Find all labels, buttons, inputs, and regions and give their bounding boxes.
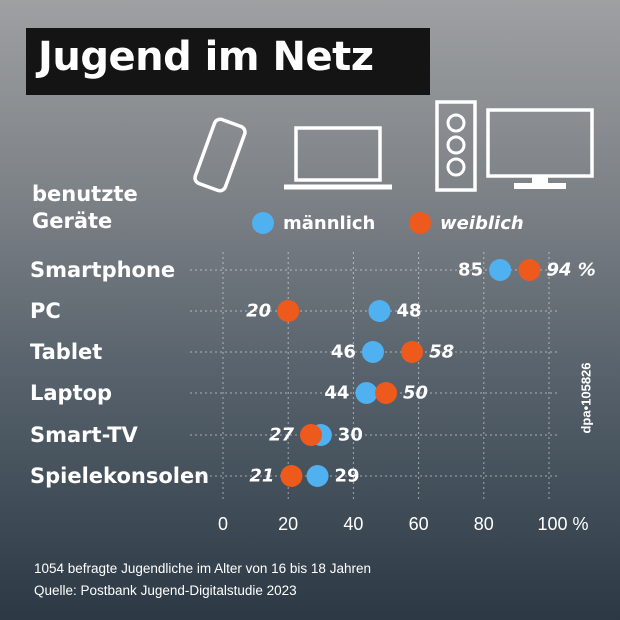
value-label: 46 (330, 341, 356, 363)
category-label: Laptop (30, 381, 113, 405)
value-label: 29 (334, 465, 360, 487)
credit: dpa•105826 (578, 362, 594, 434)
legend-female-label: weiblich (440, 213, 524, 234)
category-label: Smartphone (30, 258, 176, 282)
value-label: 48 (396, 300, 422, 322)
male-dot (489, 259, 512, 281)
female-dot (375, 382, 397, 404)
x-tick-label: 60 (408, 514, 429, 534)
x-tick-label: 40 (343, 514, 364, 534)
value-label: 30 (337, 424, 363, 446)
legend-female-swatch (409, 212, 431, 234)
category-label: Tablet (30, 340, 103, 364)
female-dot (280, 465, 303, 487)
x-tick-label: 0 (217, 514, 229, 534)
x-tick-label: 100 % (537, 514, 589, 534)
legend-male-label: männlich (283, 213, 376, 234)
male-dot (368, 300, 391, 322)
devices-label-line2: Geräte (32, 209, 113, 233)
male-dot (306, 465, 329, 487)
male-dot (361, 341, 384, 363)
footnote: 1054 befragte Jugendliche im Alter von 1… (34, 561, 371, 576)
value-label: 58 (429, 341, 455, 363)
value-label: 94 % (546, 259, 596, 281)
title-background (26, 28, 430, 95)
value-label: 85 (458, 259, 484, 281)
source-note: Quelle: Postbank Jugend-Digitalstudie 20… (34, 583, 297, 598)
category-label: PC (30, 299, 61, 323)
x-tick-label: 80 (473, 514, 494, 534)
value-label: 50 (403, 382, 429, 404)
devices-label: benutzte Geräte (32, 181, 138, 235)
devices-label-line1: benutzte (32, 182, 138, 206)
female-dot (518, 259, 541, 281)
monitor-icon (486, 108, 594, 189)
female-dot (300, 424, 323, 446)
category-label: Smart-TV (30, 423, 138, 447)
value-label: 27 (268, 424, 295, 446)
male-dot (355, 382, 378, 404)
laptop-icon (284, 126, 392, 190)
x-tick-label: 20 (278, 514, 299, 534)
pc-tower-icon (435, 100, 477, 192)
value-label: 21 (249, 465, 275, 487)
smartphone-icon (193, 117, 247, 193)
female-dot (277, 300, 300, 322)
category-label: Spielekonsolen (30, 464, 210, 488)
female-dot (401, 341, 424, 363)
value-label: 44 (324, 382, 350, 404)
page-title: Jugend im Netz (38, 34, 374, 80)
value-label: 20 (246, 300, 272, 322)
legend-male-swatch (252, 212, 274, 234)
